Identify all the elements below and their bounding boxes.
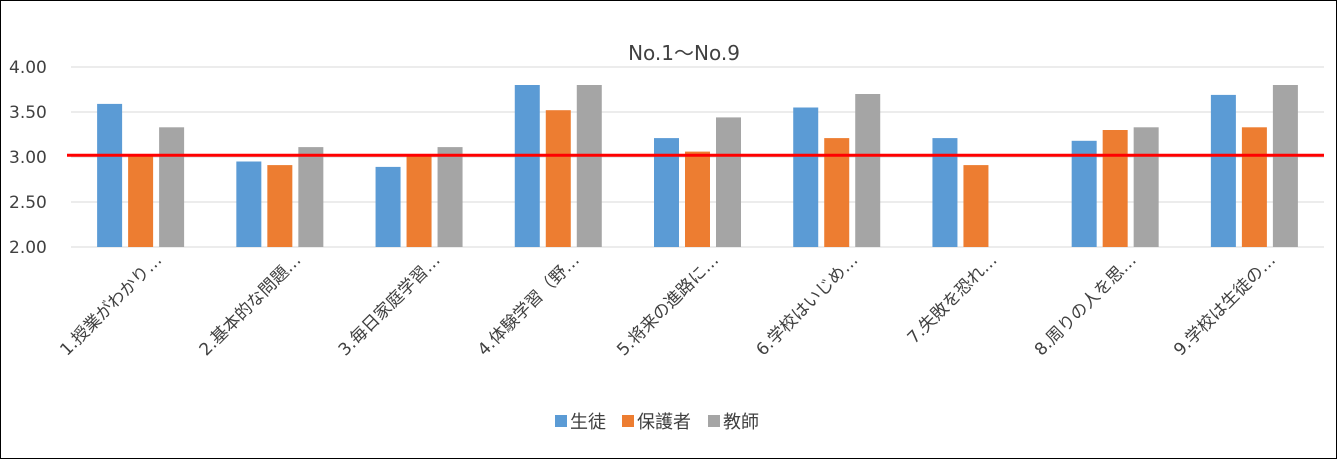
category-label: 1.授業がわかり…: [56, 250, 166, 360]
bar-3-5: [716, 117, 741, 248]
y-axis-tick-labels: 4.00 3.50 3.00 2.50 2.00: [9, 58, 47, 258]
y-tick-label: 4.00: [9, 58, 47, 78]
bar-2-9: [1241, 127, 1267, 247]
category-label: 7.失敗を恐れ…: [904, 250, 1002, 348]
bar-2-8: [1102, 130, 1128, 247]
y-tick-label: 3.00: [9, 148, 47, 168]
category-label: 2.基本的な問題…: [196, 250, 306, 360]
bar-1-3: [375, 166, 401, 247]
y-tick-label: 2.00: [9, 238, 47, 258]
legend-label-3: 教師: [723, 412, 759, 433]
legend-swatch-1: [555, 415, 567, 427]
bar-3-6: [855, 94, 881, 247]
bar-1-4: [514, 85, 540, 247]
category-labels: 1.授業がわかり… 2.基本的な問題… 3.毎日家庭学習… 4.体験学習（野… 5.将来…: [56, 250, 1280, 360]
bar-1-2: [236, 161, 262, 247]
category-label: 3.毎日家庭学習…: [335, 250, 445, 360]
bar-2-5: [685, 151, 710, 247]
bar-2-3: [406, 155, 432, 247]
bar-3-3: [437, 147, 463, 247]
chart-title: No.1〜No.9: [628, 41, 740, 65]
bar-2-4: [545, 110, 571, 247]
bar-1-8: [1071, 140, 1097, 247]
bar-3-9: [1272, 85, 1298, 247]
legend: 生徒 保護者 教師: [555, 412, 759, 433]
legend-swatch-2: [622, 415, 634, 427]
bar-1-1: [97, 103, 123, 248]
bar-3-8: [1133, 127, 1159, 247]
legend-label-1: 生徒: [570, 412, 606, 433]
category-label: 4.体験学習（野…: [474, 250, 584, 360]
bar-1-6: [793, 107, 819, 247]
legend-label-2: 保護者: [637, 412, 691, 433]
bar-2-1: [128, 155, 154, 247]
bar-3-4: [576, 85, 602, 247]
y-tick-label: 3.50: [9, 103, 47, 123]
bar-3-2: [298, 147, 324, 247]
bars: [97, 85, 1298, 248]
legend-swatch-3: [708, 415, 720, 427]
category-label: 9.学校は生徒の…: [1170, 250, 1280, 360]
y-tick-label: 2.50: [9, 193, 47, 213]
bar-2-2: [267, 165, 293, 247]
category-label: 8.周りの人を思…: [1031, 250, 1141, 360]
bar-1-9: [1210, 94, 1236, 248]
bar-3-1: [159, 127, 185, 247]
category-label: 5.将来の進路に…: [613, 250, 723, 360]
category-label: 6.学校はいじめ…: [752, 250, 862, 360]
bar-2-7: [963, 165, 989, 247]
